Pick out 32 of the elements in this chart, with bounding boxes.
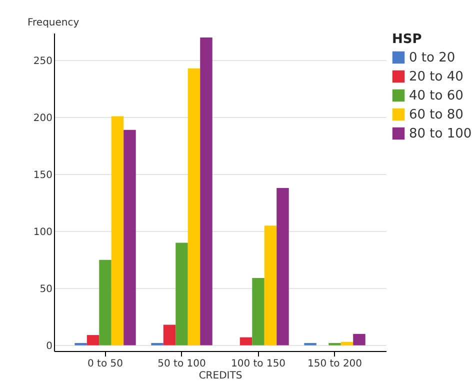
bar [111,116,124,346]
bar [163,324,176,346]
x-tick-label: 50 to 100 [158,358,206,370]
bar [86,335,100,346]
x-axis-title: CREDITS [198,370,242,382]
bar [188,68,200,346]
legend-title: HSP [392,32,422,47]
bar [264,226,277,346]
y-tick-label: 150 [33,170,52,181]
y-tick-label: 0 [46,340,52,352]
bar [99,260,112,346]
y-tick-label: 50 [40,284,52,295]
legend-label: 0 to 20 [409,50,456,66]
y-tick-label: 250 [33,56,52,67]
bar [200,38,212,346]
bar [240,337,252,346]
x-tick-label: 150 to 200 [307,358,362,370]
legend-label: 40 to 60 [409,88,464,104]
y-axis-title: Frequency [28,18,80,28]
y-tick-label: 100 [33,226,52,238]
x-tick-label: 100 to 150 [230,358,286,370]
legend-label: 80 to 100 [409,126,472,142]
bar [353,334,366,346]
bar [340,342,354,346]
legend-label: 60 to 80 [409,108,464,122]
bar [252,278,264,346]
bar [124,130,136,346]
bar [176,242,188,346]
bar [276,188,289,346]
x-tick-label: 0 to 50 [88,358,123,370]
y-tick-label: 200 [33,112,52,124]
legend-label: 20 to 40 [409,70,464,84]
